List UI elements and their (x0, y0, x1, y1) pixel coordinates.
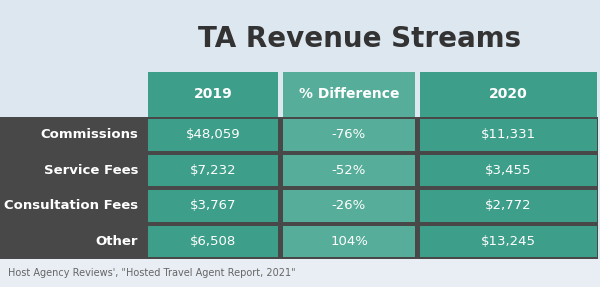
Bar (420, 226, 597, 257)
Bar (0, 117, 598, 259)
Text: $3,767: $3,767 (190, 199, 236, 212)
Text: $48,059: $48,059 (185, 128, 241, 141)
Text: Service Fees: Service Fees (44, 164, 138, 177)
Bar (283, 154, 415, 186)
Text: $6,508: $6,508 (190, 235, 236, 248)
Text: Host Agency Reviews', "Hosted Travel Agent Report, 2021": Host Agency Reviews', "Hosted Travel Age… (8, 268, 296, 278)
Bar (283, 190, 415, 222)
Text: $13,245: $13,245 (481, 235, 536, 248)
Text: 104%: 104% (330, 235, 368, 248)
Text: $3,455: $3,455 (485, 164, 532, 177)
Text: $7,232: $7,232 (190, 164, 236, 177)
Text: Commissions: Commissions (40, 128, 138, 141)
Bar (420, 190, 597, 222)
Bar (420, 154, 597, 186)
Bar (283, 119, 415, 150)
Bar (283, 226, 415, 257)
Bar (148, 154, 278, 186)
Bar (148, 190, 278, 222)
Text: % Difference: % Difference (299, 88, 399, 102)
Bar (0, 259, 600, 287)
Bar (420, 119, 597, 150)
Text: $2,772: $2,772 (485, 199, 532, 212)
Bar (148, 72, 278, 117)
Text: -76%: -76% (332, 128, 366, 141)
Text: Other: Other (95, 235, 138, 248)
Text: $11,331: $11,331 (481, 128, 536, 141)
Text: Consultation Fees: Consultation Fees (4, 199, 138, 212)
Bar (420, 72, 597, 117)
Bar (148, 226, 278, 257)
Text: TA Revenue Streams: TA Revenue Streams (199, 25, 521, 53)
Text: -26%: -26% (332, 199, 366, 212)
Bar (283, 72, 415, 117)
Text: 2019: 2019 (194, 88, 232, 102)
Bar (148, 119, 278, 150)
Text: 2020: 2020 (489, 88, 528, 102)
Text: -52%: -52% (332, 164, 366, 177)
